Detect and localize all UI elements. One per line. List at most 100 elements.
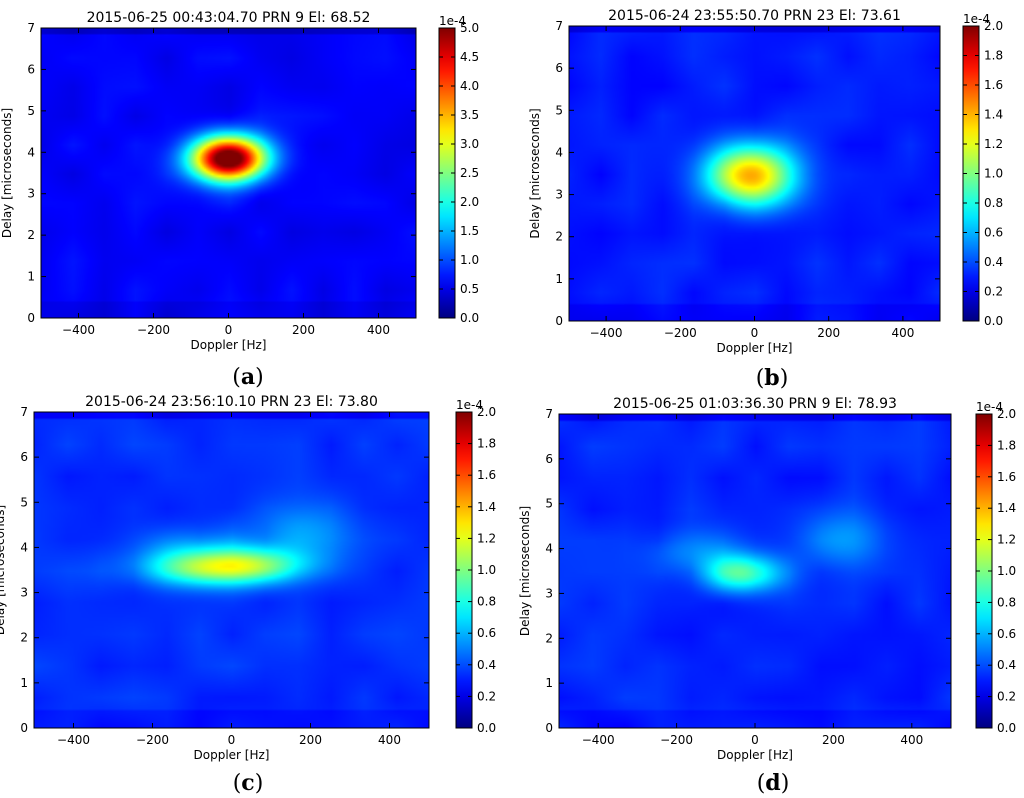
- colorbar-tick-label: 1.0: [460, 253, 479, 267]
- colorbar-tick-label: 1.6: [477, 468, 496, 482]
- heatmap-image-d: [559, 414, 951, 728]
- colorbar-tick-label: 0.6: [477, 626, 496, 640]
- y-tick-label: 1: [27, 270, 35, 284]
- y-tick-label: 6: [27, 62, 35, 76]
- x-tick-label: 200: [817, 326, 840, 340]
- colorbar-tick-label: 0.0: [997, 721, 1016, 735]
- subfigure-caption: (c): [233, 770, 264, 796]
- colorbar-tick-label: 1.8: [477, 437, 496, 451]
- colorbar-tick-label: 1.5: [460, 224, 479, 238]
- y-tick-label: 3: [555, 188, 563, 202]
- x-tick-label: −200: [136, 733, 169, 747]
- y-tick-label: 4: [20, 540, 28, 554]
- colorbar-tick-label: 0.6: [997, 627, 1016, 641]
- colorbar-tick-label: 0.2: [984, 285, 1003, 299]
- y-tick-label: 6: [20, 450, 28, 464]
- x-tick-label: 0: [225, 323, 233, 337]
- chart-title: 2015-06-25 01:03:36.30 PRN 9 El: 78.93: [613, 396, 897, 412]
- colorbar-tick-label: 0.0: [984, 314, 1003, 328]
- colorbar-tick-label: 0.4: [997, 658, 1016, 672]
- y-tick-label: 1: [545, 676, 553, 690]
- y-tick-label: 4: [555, 145, 563, 159]
- y-tick-label: 5: [20, 495, 28, 509]
- heatmap-image-c: [34, 412, 429, 728]
- x-tick-label: −400: [62, 323, 95, 337]
- y-axis-label: Delay [microseconds]: [528, 108, 542, 238]
- y-tick-label: 2: [545, 631, 553, 645]
- colorbar-tick-label: 5.0: [460, 21, 479, 35]
- x-tick-label: 0: [228, 733, 236, 747]
- subfigure-caption: (b): [756, 365, 789, 391]
- colorbar-tick-label: 2.0: [477, 405, 496, 419]
- x-tick-label: 200: [822, 733, 845, 747]
- colorbar-tick-label: 1.4: [477, 500, 496, 514]
- y-tick-label: 6: [555, 61, 563, 75]
- colorbar-tick-label: 1.0: [997, 564, 1016, 578]
- colorbar-tick-label: 2.0: [984, 19, 1003, 33]
- y-tick-label: 5: [545, 497, 553, 511]
- x-tick-label: 0: [751, 326, 759, 340]
- colorbar-scale-label: 1e-4: [456, 398, 483, 412]
- colorbar-tick-label: 3.0: [460, 137, 479, 151]
- colorbar-tick-label: 1.2: [477, 531, 496, 545]
- x-tick-label: −200: [660, 733, 693, 747]
- y-tick-label: 0: [555, 314, 563, 328]
- x-tick-label: −200: [664, 326, 697, 340]
- y-tick-label: 3: [545, 586, 553, 600]
- x-tick-label: 400: [900, 733, 923, 747]
- y-tick-label: 3: [20, 586, 28, 600]
- y-tick-label: 4: [545, 542, 553, 556]
- x-tick-label: −200: [137, 323, 170, 337]
- x-axis-label: Doppler [Hz]: [191, 338, 267, 352]
- colorbar-tick-label: 1.2: [984, 137, 1003, 151]
- colorbar-tick-label: 0.2: [997, 690, 1016, 704]
- colorbar-tick-label: 0.8: [477, 595, 496, 609]
- y-tick-label: 2: [20, 631, 28, 645]
- x-tick-label: 0: [751, 733, 759, 747]
- colorbar-tick-label: 4.0: [460, 79, 479, 93]
- y-tick-label: 3: [27, 187, 35, 201]
- y-axis-label: Delay [microseconds]: [0, 505, 7, 635]
- colorbar-tick-label: 1.0: [984, 167, 1003, 181]
- x-axis-label: Doppler [Hz]: [717, 341, 793, 355]
- colorbar-tick-label: 2.0: [460, 195, 479, 209]
- colorbar-scale-label: 1e-4: [963, 12, 990, 26]
- x-tick-label: 400: [891, 326, 914, 340]
- y-tick-label: 2: [555, 230, 563, 244]
- chart-title: 2015-06-24 23:56:10.10 PRN 23 El: 73.80: [85, 394, 378, 410]
- colorbar-tick-label: 1.6: [997, 470, 1016, 484]
- x-axis-label: Doppler [Hz]: [717, 748, 793, 762]
- colorbar-tick-label: 0.8: [984, 196, 1003, 210]
- colorbar-tick-label: 1.8: [997, 438, 1016, 452]
- chart-title: 2015-06-25 00:43:04.70 PRN 9 El: 68.52: [87, 10, 371, 26]
- colorbar-tick-label: 1.0: [477, 563, 496, 577]
- subfigure-caption: (d): [757, 770, 790, 796]
- colorbar-tick-label: 0.4: [984, 255, 1003, 269]
- x-tick-label: 200: [299, 733, 322, 747]
- colorbar-tick-label: 1.2: [997, 533, 1016, 547]
- y-axis-label: Delay [microseconds]: [518, 506, 532, 636]
- y-tick-label: 4: [27, 145, 35, 159]
- y-tick-label: 7: [545, 407, 553, 421]
- colorbar-tick-label: 0.6: [984, 226, 1003, 240]
- colorbar-tick-label: 0.8: [997, 595, 1016, 609]
- colorbar-tick-label: 0.2: [477, 689, 496, 703]
- y-tick-label: 7: [555, 19, 563, 33]
- x-tick-label: −400: [57, 733, 90, 747]
- y-tick-label: 7: [20, 405, 28, 419]
- heatmap-image-a: [41, 28, 416, 318]
- colorbar-tick-label: 0.0: [477, 721, 496, 735]
- y-axis-label: Delay [microseconds]: [0, 108, 14, 238]
- y-tick-label: 0: [545, 721, 553, 735]
- y-tick-label: 0: [27, 311, 35, 325]
- colorbar-tick-label: 1.6: [984, 78, 1003, 92]
- chart-title: 2015-06-24 23:55:50.70 PRN 23 El: 73.61: [608, 8, 901, 24]
- y-tick-label: 6: [545, 452, 553, 466]
- colorbar-tick-label: 1.4: [997, 501, 1016, 515]
- colorbar-scale-label: 1e-4: [439, 14, 466, 28]
- y-tick-label: 7: [27, 21, 35, 35]
